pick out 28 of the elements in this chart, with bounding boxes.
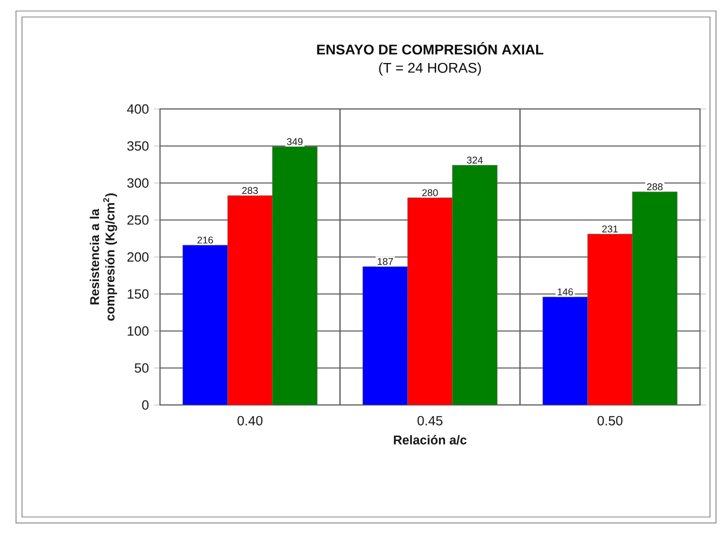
y-tick-label: 150 [128,289,149,299]
data-label: 288 [647,183,663,190]
y-tick-label: 300 [127,178,149,188]
chart-title: ENSAYO DE COMPRESIÓN AXIAL [317,42,544,55]
data-label: 280 [422,189,438,196]
y-tick-label: 250 [127,215,149,225]
y-tick-label: 50 [134,363,149,373]
x-tick-label: 0.50 [598,416,622,426]
bar [632,192,678,405]
chart-subtitle: (T = 24 HORAS) [379,62,481,76]
bar [272,146,318,405]
y-tick-label: 0 [142,400,149,410]
data-label: 283 [242,187,258,194]
data-label: 216 [197,236,213,244]
y-tick-label: 100 [128,326,149,336]
data-label: 187 [378,258,393,265]
x-axis-title: Relación a/c [394,435,467,445]
x-tick-label: 0.45 [418,416,442,426]
y-tick-label: 200 [127,252,149,262]
data-label: 349 [286,138,303,146]
y-tick-label: 350 [127,141,149,151]
data-label: 231 [602,225,618,232]
data-label: 324 [466,156,483,164]
y-tick-label: 400 [127,104,149,114]
y-axis-title: Resistencia a la compresión (Kg/cm$^{2}$) [90,193,118,321]
x-tick-label: 0.40 [238,416,262,426]
data-label: 146 [558,288,573,296]
bar [452,165,498,405]
